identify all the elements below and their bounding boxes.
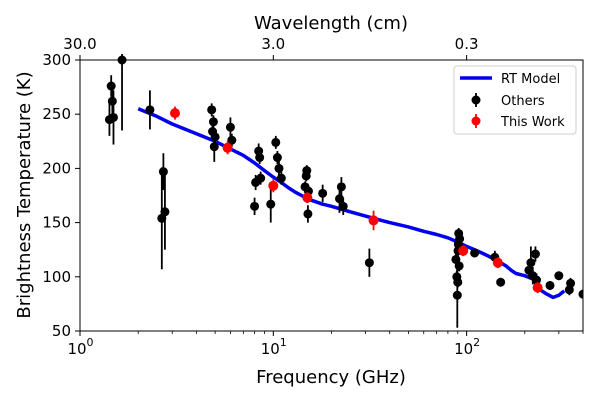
point-this-work-4: [368, 215, 379, 226]
point-others-13: [210, 132, 220, 142]
legend-label-this-work: This Work: [500, 115, 565, 130]
point-others-29: [303, 209, 313, 219]
point-others-35: [364, 258, 374, 268]
point-this-work-0: [169, 108, 180, 119]
x-tick-exponent-2: 2: [473, 336, 480, 349]
legend-marker-others: [471, 95, 481, 105]
x-tick-label-1: 10: [261, 340, 280, 358]
legend-label-others: Others: [501, 94, 545, 109]
top-tick-label-2: 0.3: [455, 35, 479, 53]
point-others-54: [554, 271, 564, 281]
y-tick-label-50: 50: [52, 322, 71, 340]
top-tick-label-0: 30.0: [63, 35, 96, 53]
point-others-39: [453, 277, 463, 287]
point-others-16: [250, 201, 260, 211]
top-axis-label: Wavelength (cm): [254, 13, 408, 34]
plot-area: [104, 54, 583, 328]
point-others-20: [256, 173, 266, 183]
legend-box: [453, 65, 577, 135]
point-others-21: [266, 199, 276, 209]
point-others-45: [470, 248, 480, 258]
point-others-19: [255, 153, 265, 163]
point-others-24: [274, 163, 284, 173]
top-tick-label-1: 3.0: [261, 35, 285, 53]
point-others-11: [208, 117, 218, 127]
series-others: [104, 54, 583, 328]
point-others-15: [227, 135, 237, 145]
point-this-work-7: [532, 282, 543, 293]
point-others-57: [578, 289, 583, 299]
x-tick-label-2: 10: [454, 340, 473, 358]
y-tick-label-250: 250: [42, 105, 71, 123]
point-others-7: [158, 167, 168, 177]
legend-marker-this-work: [471, 116, 481, 126]
x-tick-exponent-0: 0: [87, 336, 94, 349]
point-this-work-3: [302, 192, 313, 203]
y-tick-label-300: 300: [42, 51, 71, 69]
y-tick-label-100: 100: [42, 268, 71, 286]
point-others-1: [106, 81, 116, 91]
point-others-3: [108, 112, 118, 122]
point-others-23: [272, 153, 282, 163]
point-others-51: [530, 249, 540, 259]
point-others-56: [566, 278, 576, 288]
point-others-34: [338, 201, 348, 211]
point-others-43: [454, 261, 464, 271]
series-this-work: [169, 106, 543, 294]
point-others-31: [318, 188, 328, 198]
point-others-38: [452, 290, 462, 300]
point-others-44: [455, 234, 465, 244]
point-others-14: [225, 122, 235, 132]
rt-model-line: [137, 107, 566, 300]
x-tick-exponent-1: 1: [280, 336, 287, 349]
x-axis-label: Frequency (GHz): [256, 367, 406, 388]
point-others-25: [276, 173, 286, 183]
point-this-work-5: [458, 245, 469, 256]
point-others-5: [145, 105, 155, 115]
legend: RT Model Others This Work: [453, 65, 577, 135]
point-others-9: [207, 105, 217, 115]
y-axis-label: Brightness Temperature (K): [14, 71, 35, 318]
point-others-33: [336, 182, 346, 192]
point-others-22: [271, 137, 281, 147]
point-others-47: [496, 277, 506, 287]
point-others-52: [532, 275, 542, 285]
x-tick-label-0: 10: [67, 340, 86, 358]
legend-label-rt-model: RT Model: [501, 72, 560, 87]
point-others-12: [209, 142, 219, 152]
point-this-work-1: [222, 142, 233, 153]
point-others-53: [545, 280, 555, 290]
point-others-49: [526, 258, 536, 268]
point-others-8: [160, 207, 170, 217]
y-tick-label-150: 150: [42, 214, 71, 232]
y-tick-label-200: 200: [42, 159, 71, 177]
point-others-2: [107, 96, 117, 106]
point-this-work-2: [268, 180, 279, 191]
point-this-work-6: [492, 257, 503, 268]
point-others-28: [302, 166, 312, 176]
